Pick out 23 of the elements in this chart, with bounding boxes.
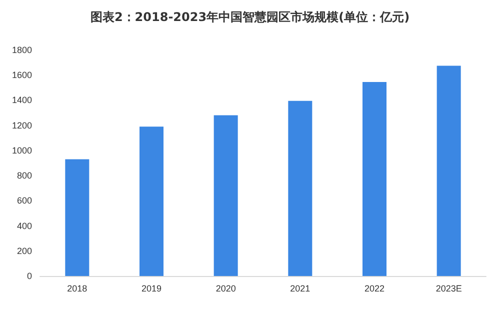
chart-title: 图表2：2018-2023年中国智慧园区市场规模(单位：亿元)	[90, 10, 410, 24]
y-tick-label: 1200	[12, 120, 32, 130]
bar	[288, 100, 312, 276]
y-tick-label: 800	[16, 170, 32, 181]
y-tick-label: 600	[16, 196, 32, 206]
y-tick-label: 0	[26, 271, 32, 281]
bar	[436, 66, 461, 276]
x-tick-label: 2021	[290, 284, 310, 294]
x-tick-label: 2018	[67, 284, 88, 294]
bar	[140, 126, 164, 276]
bar	[214, 115, 238, 276]
y-tick-label: 1400	[12, 95, 32, 106]
x-tick-label: 2023E	[436, 284, 462, 294]
y-tick-label: 1600	[12, 70, 32, 80]
x-tick-label: 2019	[141, 284, 162, 294]
y-tick-label: 1000	[12, 145, 32, 156]
y-tick-label: 1800	[12, 45, 32, 55]
x-tick-label: 2020	[216, 284, 236, 294]
bar	[362, 82, 386, 276]
y-tick-label: 400	[16, 220, 32, 231]
x-tick-label: 2022	[364, 284, 385, 294]
bar	[65, 159, 90, 276]
y-tick-label: 200	[16, 246, 32, 256]
